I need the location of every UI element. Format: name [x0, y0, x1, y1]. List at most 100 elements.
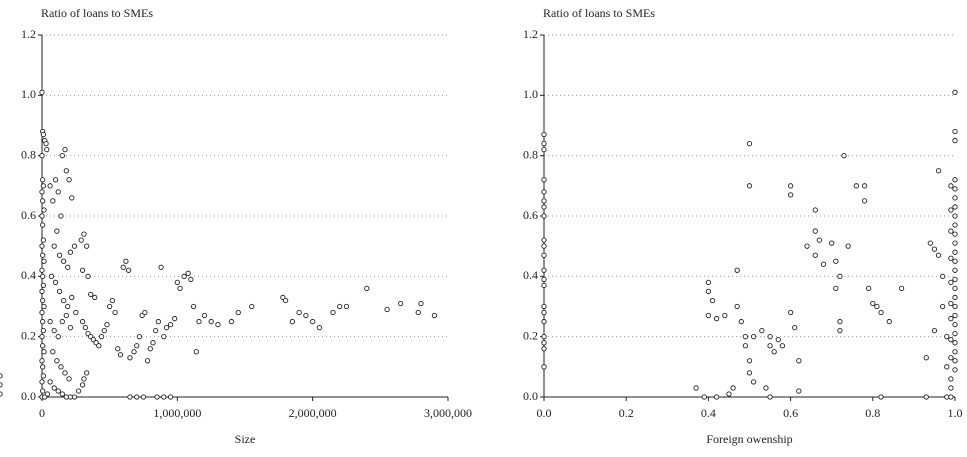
point: [208, 318, 214, 325]
point: [931, 246, 938, 252]
point: [147, 346, 153, 352]
point: [792, 324, 798, 331]
point: [952, 367, 958, 373]
point: [952, 231, 958, 237]
y-axis-title: Ratio of loans to SMEs: [41, 6, 153, 20]
point: [337, 303, 343, 310]
point: [39, 379, 45, 385]
point: [923, 355, 929, 361]
point: [952, 195, 958, 201]
point: [188, 276, 194, 282]
point: [44, 391, 51, 397]
point: [282, 297, 289, 304]
point: [952, 89, 958, 95]
point: [952, 204, 958, 210]
point: [541, 267, 547, 273]
point: [541, 140, 547, 147]
point: [705, 279, 712, 286]
point: [750, 334, 757, 340]
point: [150, 340, 156, 346]
point: [84, 243, 90, 249]
point: [952, 303, 958, 310]
point: [47, 379, 53, 385]
point: [44, 146, 50, 153]
point: [931, 327, 938, 334]
point: [136, 334, 143, 340]
point: [56, 252, 63, 258]
point: [79, 318, 86, 325]
x-tick-label: 0.8: [865, 406, 880, 420]
point: [47, 183, 53, 189]
y-tick-label: 0.8: [523, 147, 538, 161]
point: [167, 394, 174, 400]
x-tick-label: 3,000,000: [424, 406, 472, 420]
point: [541, 340, 547, 346]
point: [185, 270, 191, 276]
point: [131, 349, 137, 355]
point: [0, 373, 3, 379]
point: [140, 394, 147, 400]
point: [763, 385, 769, 391]
point: [71, 394, 78, 400]
point: [541, 243, 547, 249]
point: [40, 183, 47, 189]
y-tick-label: 0.8: [21, 147, 36, 161]
y-tick-label: 1.2: [523, 27, 538, 41]
point: [878, 394, 884, 400]
point: [0, 391, 3, 397]
point: [190, 303, 197, 310]
point: [541, 204, 547, 210]
point: [127, 355, 133, 361]
point: [0, 382, 3, 388]
point: [177, 285, 183, 292]
point: [709, 297, 716, 304]
point: [541, 189, 547, 195]
point: [61, 258, 67, 264]
point: [56, 288, 63, 295]
point: [431, 312, 438, 319]
point: [40, 327, 47, 334]
point: [952, 222, 958, 228]
point: [39, 89, 45, 95]
point: [55, 334, 61, 340]
point: [804, 243, 810, 249]
point: [738, 318, 744, 325]
point: [759, 327, 765, 334]
point: [154, 394, 160, 400]
point: [787, 309, 794, 316]
point: [866, 285, 872, 292]
point: [948, 183, 954, 189]
point: [40, 252, 46, 258]
point: [746, 370, 753, 376]
point: [65, 264, 71, 270]
point: [343, 303, 350, 310]
point: [837, 273, 843, 279]
point: [775, 337, 781, 343]
point: [952, 186, 958, 192]
point: [541, 252, 547, 258]
point: [837, 318, 843, 325]
point: [812, 228, 818, 234]
point: [55, 189, 61, 195]
point: [952, 240, 958, 246]
point: [948, 279, 954, 286]
point: [952, 349, 958, 355]
point: [40, 222, 46, 228]
point: [62, 146, 68, 153]
point: [833, 258, 839, 264]
point: [812, 207, 818, 213]
point: [948, 337, 954, 343]
point: [948, 394, 954, 400]
point: [40, 364, 46, 370]
point: [541, 276, 547, 282]
point: [43, 140, 49, 147]
point: [705, 288, 712, 295]
x-tick-label: 0.6: [783, 406, 798, 420]
y-tick-label: 0.2: [523, 328, 538, 342]
y-tick-label: 1.0: [523, 87, 538, 101]
point: [59, 318, 65, 325]
point: [734, 303, 740, 310]
point: [109, 297, 116, 304]
y-axis-title: Ratio of loans to SMEs: [543, 6, 655, 20]
point: [249, 303, 255, 310]
